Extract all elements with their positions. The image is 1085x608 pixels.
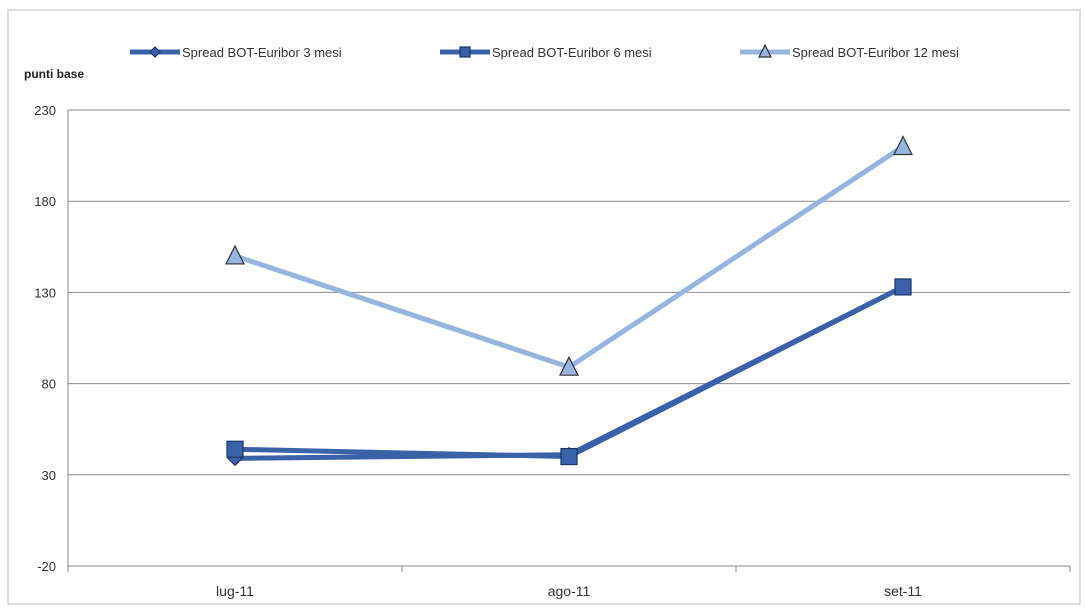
legend-item: Spread BOT-Euribor 3 mesi	[130, 45, 342, 60]
y-tick-label: -20	[37, 559, 56, 574]
triangle-marker	[758, 43, 772, 58]
legend-label: Spread BOT-Euribor 3 mesi	[182, 45, 342, 60]
y-tick-label: 180	[34, 194, 56, 209]
diamond-marker	[149, 46, 161, 58]
legend: Spread BOT-Euribor 3 mesi Spread BOT-Euri…	[130, 43, 959, 60]
y-tick-label: 230	[34, 103, 56, 118]
triangle-marker	[893, 135, 913, 156]
square-marker	[894, 278, 912, 296]
x-tick-label: ago-11	[548, 583, 591, 599]
y-tick-label: 80	[42, 377, 56, 392]
square-marker	[560, 447, 578, 466]
x-axis-ticks: lug-11 ago-11 set-11	[216, 583, 922, 599]
square-marker	[459, 46, 471, 58]
square-marker	[226, 440, 244, 458]
legend-label: Spread BOT-Euribor 6 mesi	[492, 45, 652, 60]
triangle-marker	[559, 355, 579, 376]
legend-item: Spread BOT-Euribor 6 mesi	[440, 45, 652, 60]
y-tick-label: 130	[34, 285, 56, 300]
chart-frame	[7, 9, 1081, 605]
triangle-marker	[225, 244, 245, 265]
y-axis-label: punti base	[24, 67, 84, 81]
series-markers	[225, 135, 913, 467]
gridlines	[67, 109, 1071, 572]
legend-label: Spread BOT-Euribor 12 mesi	[792, 45, 959, 60]
x-tick-label: set-11	[884, 583, 922, 599]
x-tick-label: lug-11	[216, 583, 254, 599]
y-axis-ticks: 230 180 130 80 30 -20	[34, 103, 56, 574]
y-tick-label: 30	[42, 468, 56, 483]
legend-item: Spread BOT-Euribor 12 mesi	[740, 43, 959, 60]
